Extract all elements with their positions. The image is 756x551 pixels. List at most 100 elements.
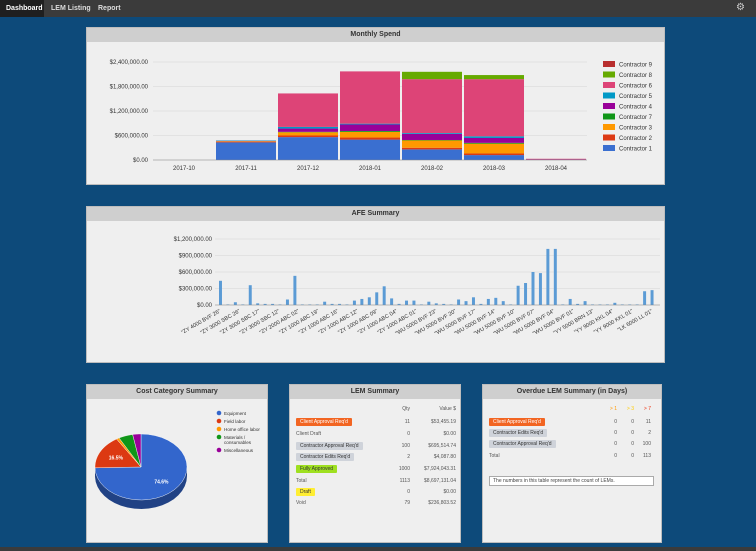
pie-slice[interactable] xyxy=(94,438,142,469)
bar-segment[interactable] xyxy=(464,136,524,138)
overdue-status-label[interactable]: Contractor Approval Req'd xyxy=(489,440,556,448)
afe-bar[interactable] xyxy=(397,303,401,305)
bar-segment[interactable] xyxy=(340,131,400,138)
cost-category-panel: Cost Category Summary 74.6% 16.5% Equipmen… xyxy=(86,384,268,543)
afe-bar[interactable] xyxy=(285,299,289,306)
afe-bar[interactable] xyxy=(360,298,364,305)
afe-bar[interactable] xyxy=(553,248,557,305)
tab-dashboard[interactable]: Dashboard xyxy=(0,0,44,17)
bar-segment[interactable] xyxy=(464,79,524,137)
overdue-status-label[interactable]: Client Approval Req'd xyxy=(489,418,545,426)
bar-segment[interactable] xyxy=(402,140,462,148)
afe-bar[interactable] xyxy=(486,298,490,305)
bar-segment[interactable] xyxy=(402,71,462,80)
overdue-count: 0 xyxy=(631,430,634,436)
bar-segment[interactable] xyxy=(278,93,338,127)
afe-bar[interactable] xyxy=(464,301,468,305)
tab-lem-listing[interactable]: LEM Listing xyxy=(51,5,91,12)
bar-segment[interactable] xyxy=(402,79,462,134)
lem-status-label: Void xyxy=(296,500,306,506)
bar-segment[interactable] xyxy=(464,155,524,160)
bar-segment[interactable] xyxy=(340,139,400,160)
overdue-count: 0 xyxy=(631,441,634,447)
afe-bar[interactable] xyxy=(442,303,446,305)
lem-status-label[interactable]: Client Approval Req'd xyxy=(296,418,352,426)
afe-bar[interactable] xyxy=(219,280,222,305)
afe-bar[interactable] xyxy=(412,300,416,305)
legend-swatch xyxy=(603,124,615,130)
bar-segment[interactable] xyxy=(340,71,400,124)
afe-bar[interactable] xyxy=(501,301,505,305)
bar-segment[interactable] xyxy=(402,147,462,150)
afe-bar[interactable] xyxy=(568,298,572,305)
afe-bar[interactable] xyxy=(643,291,647,305)
afe-bar[interactable] xyxy=(338,303,342,305)
afe-bar[interactable] xyxy=(233,302,237,305)
afe-bar[interactable] xyxy=(367,297,371,305)
bar-segment[interactable] xyxy=(340,137,400,140)
afe-bar[interactable] xyxy=(293,275,297,305)
afe-bar[interactable] xyxy=(583,301,587,305)
afe-bar[interactable] xyxy=(434,303,438,305)
pie-slice[interactable] xyxy=(116,437,142,468)
afe-bar[interactable] xyxy=(256,303,260,305)
bar-segment[interactable] xyxy=(402,133,462,134)
bar-segment[interactable] xyxy=(464,143,524,154)
bar-segment[interactable] xyxy=(278,137,338,160)
afe-bar[interactable] xyxy=(546,248,550,305)
afe-bar[interactable] xyxy=(613,302,617,305)
bar-segment[interactable] xyxy=(526,158,586,160)
afe-bar[interactable] xyxy=(405,300,408,305)
lem-status-label[interactable]: Fully Approved xyxy=(296,465,338,473)
afe-bar[interactable] xyxy=(576,303,580,305)
lem-status-label[interactable]: Draft xyxy=(296,488,315,496)
afe-bar[interactable] xyxy=(382,286,386,305)
afe-bar[interactable] xyxy=(248,285,252,305)
bar-segment[interactable] xyxy=(216,141,276,143)
bar-segment[interactable] xyxy=(464,142,524,144)
bar-segment[interactable] xyxy=(278,135,338,138)
bar-segment[interactable] xyxy=(402,133,462,140)
gear-icon[interactable]: ⚙ xyxy=(736,2,745,13)
bar-segment[interactable] xyxy=(216,142,276,160)
afe-bar[interactable] xyxy=(323,301,327,305)
bar-segment[interactable] xyxy=(340,123,400,125)
afe-bar[interactable] xyxy=(531,272,535,305)
afe-bar[interactable] xyxy=(390,298,394,305)
tab-report[interactable]: Report xyxy=(98,5,121,12)
afe-bar[interactable] xyxy=(516,285,520,305)
overdue-status-label[interactable]: Contractor Edits Req'd xyxy=(489,429,548,437)
y-tick-label: $1,200,000.00 xyxy=(174,237,213,243)
bar-segment[interactable] xyxy=(464,75,524,80)
bar-segment[interactable] xyxy=(278,126,338,129)
afe-bar[interactable] xyxy=(471,297,475,305)
afe-bar[interactable] xyxy=(352,300,356,305)
afe-summary-chart: $1,200,000.00 $900,000.00 $600,000.00 $300,… xyxy=(174,237,660,337)
afe-bar[interactable] xyxy=(271,303,275,305)
legend-swatch xyxy=(603,134,615,141)
legend-swatch xyxy=(216,426,222,432)
afe-bar[interactable] xyxy=(427,301,431,305)
bar-segment[interactable] xyxy=(340,124,400,132)
lem-status-label[interactable]: Contractor Approval Req'd xyxy=(296,442,363,450)
bar-segment[interactable] xyxy=(464,137,524,143)
afe-bar[interactable] xyxy=(375,292,379,305)
monthly-spend-panel: Monthly Spend $2,400,000.00 $1,800,000.00… xyxy=(86,27,665,185)
afe-bar[interactable] xyxy=(479,303,483,305)
afe-bar[interactable] xyxy=(650,290,654,305)
afe-bar[interactable] xyxy=(524,283,528,305)
lem-status-label[interactable]: Contractor Edits Req'd xyxy=(296,453,355,461)
bar-segment[interactable] xyxy=(340,131,400,132)
afe-bar[interactable] xyxy=(263,303,267,305)
overdue-count: 0 xyxy=(614,441,617,447)
afe-bar[interactable] xyxy=(494,297,498,305)
bar-segment[interactable] xyxy=(278,128,338,132)
bar-segment[interactable] xyxy=(402,149,462,160)
afe-bar[interactable] xyxy=(538,273,542,305)
pie-slice[interactable] xyxy=(118,434,142,468)
afe-bar[interactable] xyxy=(457,299,461,306)
afe-bar[interactable] xyxy=(330,303,334,305)
bar-segment[interactable] xyxy=(278,132,338,136)
bar-segment[interactable] xyxy=(464,153,524,156)
pie-slice[interactable] xyxy=(132,433,142,468)
